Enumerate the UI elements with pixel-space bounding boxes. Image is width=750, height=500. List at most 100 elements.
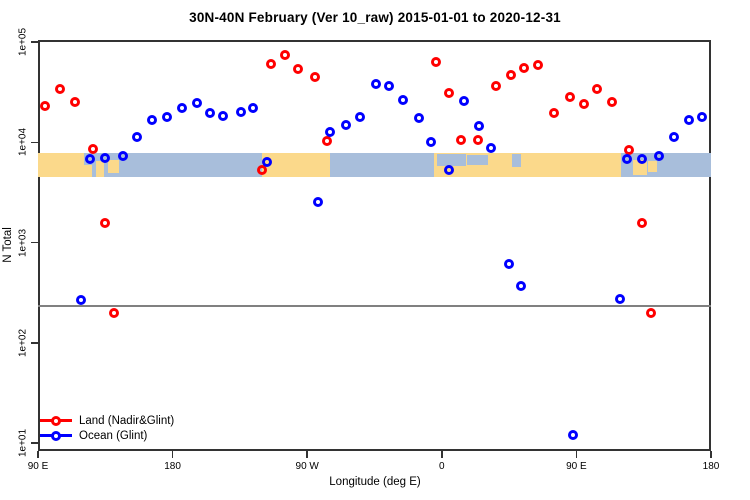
data-point (218, 110, 229, 121)
data-point (414, 112, 425, 123)
x-tick-label: 90 E (566, 461, 587, 472)
x-tick-label: 90 W (295, 461, 319, 472)
data-point (474, 121, 485, 132)
band-land-patch (96, 161, 104, 177)
data-point (176, 102, 187, 113)
x-tick-mark (575, 451, 578, 458)
data-point (646, 307, 657, 318)
data-point (321, 135, 332, 146)
data-point (623, 144, 634, 155)
data-point (161, 111, 172, 122)
data-point (565, 92, 576, 103)
x-tick-label: 180 (702, 461, 720, 472)
data-point (607, 97, 618, 108)
data-point (312, 196, 323, 207)
data-point (354, 111, 365, 122)
data-point (279, 50, 290, 61)
data-point (637, 154, 648, 165)
data-point (622, 154, 633, 165)
data-point (486, 142, 497, 153)
y-tick-mark (31, 241, 38, 244)
data-point (261, 156, 272, 167)
data-point (384, 80, 395, 91)
data-point (504, 259, 515, 270)
x-tick-mark (710, 451, 712, 458)
data-point (100, 218, 111, 229)
data-point (519, 63, 530, 74)
data-point (456, 135, 467, 146)
band-ocean-patch (467, 155, 489, 166)
plot-area (38, 40, 711, 451)
x-axis-title: Longitude (deg E) (329, 476, 421, 488)
legend-item-ocean: Ocean (Glint) (40, 428, 174, 443)
data-point (397, 94, 408, 105)
y-tick-label: 1e+02 (17, 328, 29, 357)
band-land-patch (84, 165, 92, 177)
band-ocean-patch (437, 154, 466, 167)
data-point (444, 164, 455, 175)
band-land-patch (648, 161, 658, 173)
data-point (236, 107, 247, 118)
y-tick-mark (31, 141, 38, 143)
data-point (266, 59, 277, 70)
data-point (257, 164, 268, 175)
data-point (516, 280, 527, 291)
data-point (191, 97, 202, 108)
data-point (100, 152, 111, 163)
data-point (578, 99, 589, 110)
data-point (85, 154, 96, 165)
data-point (697, 111, 708, 122)
y-tick-mark (31, 342, 38, 344)
x-tick-mark (441, 451, 443, 458)
data-point (88, 143, 99, 154)
data-point (637, 218, 648, 229)
data-point (70, 97, 81, 108)
legend-ocean-marker-icon (40, 430, 72, 441)
y-tick-label: 1e+01 (17, 428, 29, 458)
x-tick-mark (171, 451, 174, 458)
y-tick-label: 1e+04 (17, 128, 29, 157)
y-tick-label: 1e+03 (17, 228, 29, 257)
data-point (490, 81, 501, 92)
data-point (370, 79, 381, 90)
data-point (341, 119, 352, 130)
data-point (76, 294, 87, 305)
x-tick-mark (37, 451, 39, 458)
y-axis-title: N Total (2, 227, 14, 263)
legend-ocean-label: Ocean (Glint) (79, 429, 148, 442)
data-point (324, 127, 335, 138)
data-point (248, 102, 259, 113)
land-ocean-map-band (38, 153, 711, 177)
data-point (309, 71, 320, 82)
data-point (55, 83, 66, 94)
data-point (505, 69, 516, 80)
data-point (118, 150, 129, 161)
data-point (548, 108, 559, 119)
legend: Land (Nadir&Glint) Ocean (Glint) (40, 413, 174, 443)
legend-item-land: Land (Nadir&Glint) (40, 413, 174, 428)
data-point (532, 59, 543, 70)
band-ocean-patch (512, 154, 522, 168)
y-tick-label: 1e+05 (17, 27, 29, 57)
band-ocean-segment (329, 153, 435, 177)
y-tick-mark (31, 41, 38, 43)
legend-land-marker-icon (40, 415, 72, 426)
band-land-patch (108, 160, 119, 174)
data-point (459, 95, 470, 106)
data-point (683, 114, 694, 125)
x-tick-mark (306, 451, 308, 458)
x-tick-label: 0 (439, 461, 445, 472)
chart-title: 30N-40N February (Ver 10_raw) 2015-01-01… (189, 10, 561, 25)
data-point (204, 107, 215, 118)
y-tick-mark (31, 442, 38, 444)
data-point (614, 293, 625, 304)
data-point (131, 131, 142, 142)
data-point (653, 150, 664, 161)
band-ocean-segment (84, 153, 263, 177)
x-tick-label: 90 E (27, 461, 49, 472)
data-point (146, 114, 157, 125)
x-tick-label: 180 (164, 461, 181, 472)
data-point (40, 100, 51, 111)
data-point (109, 307, 120, 318)
